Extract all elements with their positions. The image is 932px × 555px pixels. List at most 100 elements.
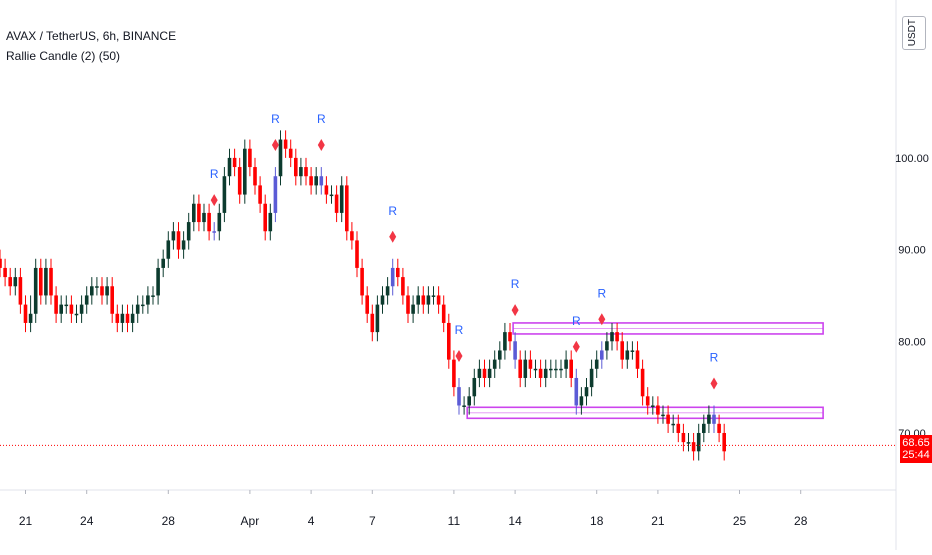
candle-body <box>691 442 696 452</box>
candle-body <box>319 176 324 186</box>
candle <box>84 286 89 314</box>
candle <box>186 212 191 250</box>
candle-body <box>151 295 155 297</box>
candle-body <box>380 295 385 305</box>
last-price-label: 68.65 <box>902 437 930 450</box>
bar-countdown-label: 25:44 <box>902 449 930 462</box>
candle-body <box>523 359 528 378</box>
candle-body <box>120 313 125 323</box>
rallie-candle <box>574 368 579 415</box>
time-tick-label: 28 <box>162 514 176 528</box>
candle-body <box>630 350 635 352</box>
candle <box>181 231 186 259</box>
time-tick-label: 14 <box>508 514 522 528</box>
candle <box>702 414 706 443</box>
candle <box>197 194 201 232</box>
signal-label: R <box>710 350 719 364</box>
candle <box>401 267 405 305</box>
candle-body <box>64 304 69 307</box>
time-axis[interactable]: 21 24 28 Apr 4 7 11 14 18 21 25 28 <box>19 490 808 528</box>
candle-body <box>411 304 415 314</box>
candle <box>436 286 441 314</box>
candle <box>105 277 109 305</box>
candle-body <box>197 203 201 223</box>
candle <box>243 139 247 204</box>
candle <box>452 350 456 397</box>
candle <box>248 139 252 177</box>
rallie-candle <box>319 167 324 195</box>
indicator-title[interactable]: Rallie Candle (2) (50) <box>6 49 121 63</box>
rallie-signal: R <box>388 204 397 243</box>
candle <box>258 176 262 213</box>
candle-body <box>253 167 257 186</box>
candle-body <box>166 240 171 259</box>
candle-body <box>401 277 405 296</box>
candle-body <box>28 313 33 323</box>
currency-button[interactable]: USDT <box>902 16 926 50</box>
candle-body <box>584 387 589 397</box>
signal-diamond <box>572 340 580 353</box>
candle-body <box>243 148 247 195</box>
candle <box>110 277 114 323</box>
candle <box>579 387 584 415</box>
signal-label: R <box>511 277 520 291</box>
candle <box>232 148 237 177</box>
candle-body <box>431 295 436 297</box>
candle <box>691 432 696 461</box>
candle-body <box>671 423 675 426</box>
candle-body <box>49 267 53 296</box>
rallie-signal: R <box>455 323 464 362</box>
price-tick-label: 90.00 <box>898 245 926 257</box>
candle-body <box>508 332 512 342</box>
candle <box>431 286 436 305</box>
candle <box>192 194 196 232</box>
candle-body <box>105 286 109 296</box>
candle-body <box>176 231 181 250</box>
candle <box>696 423 701 461</box>
candle-body <box>146 295 150 305</box>
candle <box>661 405 665 424</box>
candle-body <box>722 432 726 452</box>
candle-body <box>365 295 369 314</box>
candle <box>28 295 33 333</box>
candle-body <box>513 341 517 360</box>
symbol-title[interactable]: AVAX / TetherUS, 6h, BINANCE <box>6 29 177 43</box>
candle <box>615 322 619 351</box>
candle <box>717 414 721 443</box>
candle <box>355 231 359 278</box>
candle-body <box>656 405 660 415</box>
candle <box>8 267 12 296</box>
candles <box>0 130 726 461</box>
candle <box>360 258 364 305</box>
candle <box>268 203 273 241</box>
candle-body <box>360 267 364 296</box>
candle <box>115 304 120 333</box>
candle-body <box>477 368 482 378</box>
candle-body <box>100 286 104 296</box>
candle-body <box>268 212 273 232</box>
candle-body <box>717 423 721 433</box>
candle <box>44 258 48 305</box>
candle <box>141 295 145 314</box>
candle <box>416 286 420 314</box>
candle <box>651 396 655 415</box>
rallie-signal: R <box>210 167 219 207</box>
candle-body <box>115 313 120 323</box>
candle <box>396 258 400 287</box>
signal-diamond <box>210 194 218 207</box>
candle-body <box>141 304 145 307</box>
candle-body <box>559 368 563 371</box>
candle-body <box>192 203 196 223</box>
candle-body <box>202 212 206 223</box>
candle <box>69 295 74 323</box>
candle-body <box>288 148 293 158</box>
candle <box>100 277 104 305</box>
candle-body <box>59 304 63 314</box>
candle <box>304 157 308 186</box>
signal-diamond <box>389 230 397 243</box>
candle <box>125 304 130 333</box>
candle <box>477 359 482 388</box>
